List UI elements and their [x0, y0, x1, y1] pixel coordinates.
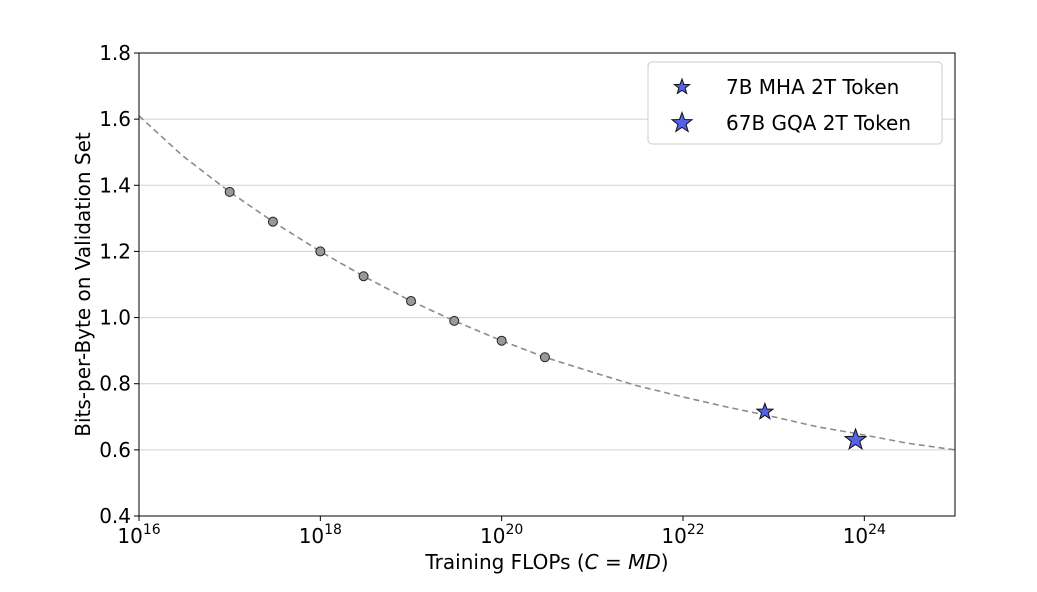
legend-label-67b: 67B GQA 2T Token	[726, 111, 911, 135]
data-point-star-67b	[843, 427, 868, 451]
legend-star-large	[670, 111, 694, 133]
y-axis-ticks: 0.4 0.6 0.8 1.0 1.2 1.4 1.6 1.8	[99, 41, 139, 528]
x-axis-label-var-c: C	[585, 550, 599, 574]
data-point-circle	[406, 296, 416, 307]
x-axis-ticks: 1016 1018 1020 1022 1024	[117, 516, 886, 548]
y-tick-label: 0.4	[99, 504, 131, 528]
legend-marker-7b-star	[672, 77, 692, 95]
data-point-circle	[449, 315, 460, 326]
legend-label-7b: 7B MHA 2T Token	[726, 75, 899, 99]
y-tick-label: 1.8	[99, 41, 131, 65]
x-tick-label: 1020	[480, 522, 523, 548]
data-point-circle	[267, 216, 278, 227]
y-axis-label: Bits-per-Byte on Validation Set	[71, 132, 95, 437]
x-axis-label: Training FLOPs (C = MD)	[424, 550, 668, 574]
x-axis-label-prefix: Training FLOPs (	[424, 550, 584, 574]
x-axis-label-var-md: MD	[628, 550, 661, 574]
data-point-circle	[358, 271, 369, 282]
legend-marker-67b-star	[670, 111, 694, 133]
y-tick-label: 0.8	[99, 372, 131, 396]
x-tick-label: 1016	[117, 522, 160, 548]
legend-star-small	[672, 77, 692, 95]
y-tick-label: 1.6	[99, 107, 131, 131]
plot-frame	[138, 52, 956, 517]
data-point-circle	[224, 186, 235, 197]
data-point-star-7b	[755, 401, 775, 420]
y-tick-label: 1.2	[99, 239, 131, 263]
x-axis-label-equals: =	[599, 550, 628, 574]
x-tick-label: 1024	[843, 522, 886, 548]
legend: 7B MHA 2T Token 67B GQA 2T Token	[647, 61, 943, 145]
y-tick-label: 1.0	[99, 306, 131, 330]
x-tick-label: 1018	[299, 522, 342, 548]
y-tick-label: 1.4	[99, 173, 131, 197]
y-tick-label: 0.6	[99, 438, 131, 462]
data-points	[224, 186, 868, 451]
x-axis-label-suffix: )	[661, 550, 669, 574]
data-point-circle	[539, 352, 550, 363]
data-point-circle	[315, 246, 326, 257]
data-point-circle	[496, 335, 507, 346]
x-tick-label: 1022	[661, 522, 704, 548]
legend-box	[647, 61, 943, 145]
